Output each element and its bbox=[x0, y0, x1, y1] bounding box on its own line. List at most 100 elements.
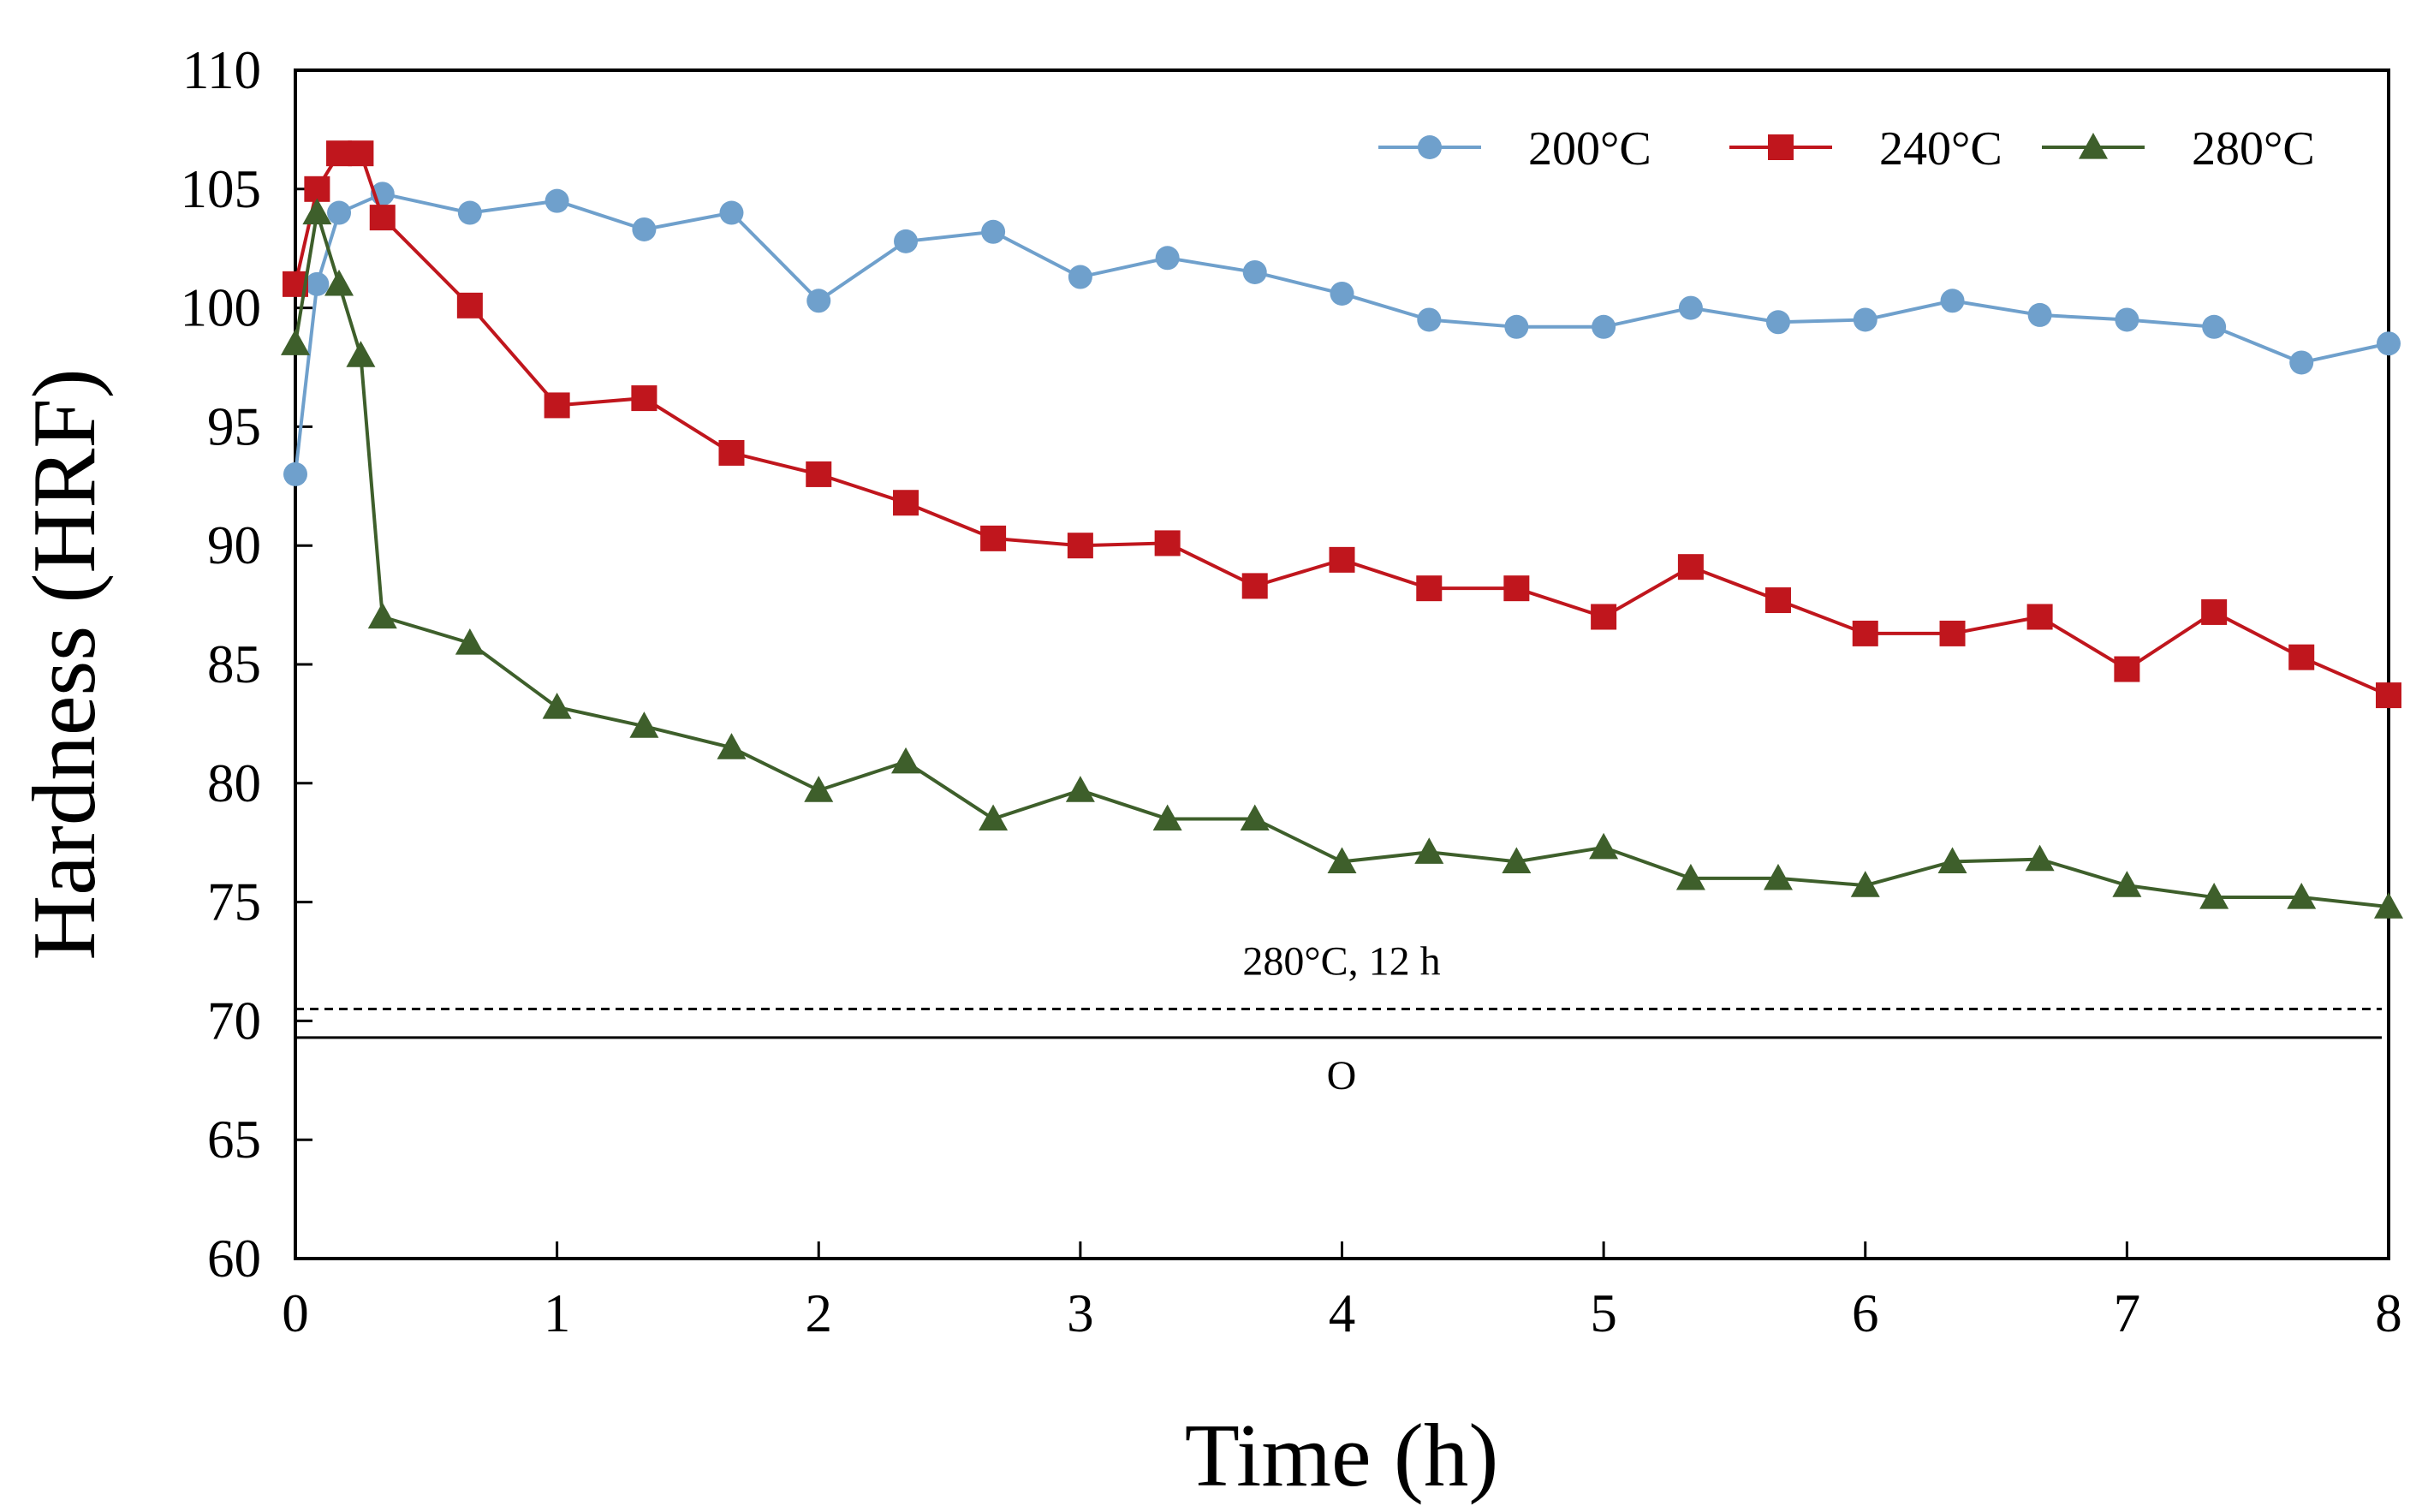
data-point bbox=[717, 733, 747, 759]
data-point bbox=[1416, 575, 1443, 602]
x-tick-label: 5 bbox=[1590, 1283, 1617, 1343]
data-point bbox=[283, 461, 307, 486]
data-point bbox=[1765, 310, 1790, 335]
series-line bbox=[294, 192, 2389, 475]
data-point bbox=[806, 289, 831, 313]
data-point bbox=[2199, 883, 2229, 909]
data-point bbox=[1940, 289, 1965, 313]
data-point bbox=[1852, 620, 1878, 646]
data-point bbox=[1065, 776, 1095, 802]
data-point bbox=[2026, 604, 2053, 630]
data-point bbox=[632, 217, 657, 241]
x-axis-ticks: 0 1 2 3 4 5 6 7 8 bbox=[282, 1241, 2402, 1343]
data-point bbox=[455, 628, 485, 655]
data-point bbox=[2376, 682, 2401, 709]
data-point bbox=[981, 219, 1006, 244]
data-point bbox=[894, 229, 919, 253]
data-point bbox=[1937, 847, 1967, 874]
data-point bbox=[631, 385, 658, 412]
data-point bbox=[1155, 246, 1180, 271]
data-point bbox=[2025, 844, 2055, 872]
series-200c bbox=[283, 182, 2401, 486]
y-tick-label: 65 bbox=[207, 1110, 261, 1170]
data-point bbox=[304, 176, 330, 202]
legend-label: 280°C bbox=[2192, 122, 2315, 176]
legend-marker bbox=[2079, 133, 2108, 159]
reference-line-label: 280°C, 12 h bbox=[1242, 939, 1440, 985]
data-point bbox=[2115, 307, 2139, 332]
x-tick-label: 4 bbox=[1329, 1283, 1356, 1343]
data-point bbox=[545, 188, 569, 213]
data-point bbox=[2201, 598, 2228, 625]
data-point bbox=[1504, 314, 1529, 339]
y-tick-label: 70 bbox=[207, 991, 261, 1051]
data-point bbox=[1330, 281, 1354, 306]
series-280c bbox=[281, 198, 2403, 919]
series-line bbox=[294, 152, 2389, 697]
data-point bbox=[2114, 656, 2140, 682]
x-tick-label: 7 bbox=[2114, 1283, 2141, 1343]
data-point bbox=[2027, 302, 2052, 327]
data-point bbox=[1853, 307, 1877, 332]
data-point bbox=[891, 747, 921, 774]
data-point bbox=[1242, 259, 1267, 284]
data-point bbox=[719, 200, 744, 225]
data-point bbox=[806, 461, 832, 487]
data-point bbox=[1417, 307, 1442, 332]
y-axis-ticks: 60 65 70 75 80 85 90 95 100 105 110 bbox=[181, 40, 312, 1289]
legend: 200°C 240°C 280°C bbox=[1378, 122, 2315, 176]
data-point bbox=[1067, 533, 1093, 559]
y-tick-label: 60 bbox=[207, 1229, 261, 1289]
data-point bbox=[2202, 314, 2227, 339]
data-point bbox=[1589, 832, 1619, 860]
x-tick-label: 3 bbox=[1067, 1283, 1094, 1343]
data-point bbox=[1592, 314, 1616, 339]
reference-lines: 280°C, 12 h O bbox=[295, 939, 2382, 1098]
data-point bbox=[1591, 604, 1617, 630]
legend-marker bbox=[1768, 134, 1794, 160]
data-point bbox=[1763, 863, 1793, 890]
y-axis-title: Hardness (HRF) bbox=[14, 368, 114, 960]
data-point bbox=[281, 329, 310, 355]
y-tick-label: 110 bbox=[182, 40, 261, 100]
data-point bbox=[2288, 644, 2315, 670]
data-point bbox=[305, 271, 330, 296]
legend-label: 240°C bbox=[1879, 122, 2002, 176]
series-line bbox=[294, 211, 2389, 909]
y-tick-label: 95 bbox=[207, 396, 261, 456]
data-point bbox=[302, 198, 332, 225]
data-point bbox=[324, 269, 354, 296]
data-point bbox=[367, 602, 397, 629]
data-point bbox=[1414, 837, 1444, 864]
data-point bbox=[1939, 620, 1966, 646]
y-tick-label: 100 bbox=[181, 278, 262, 338]
x-tick-label: 8 bbox=[2375, 1283, 2402, 1343]
y-tick-label: 75 bbox=[207, 872, 261, 932]
data-point bbox=[2377, 331, 2401, 356]
data-point bbox=[1502, 847, 1532, 874]
data-point bbox=[456, 292, 483, 318]
data-point bbox=[1675, 863, 1705, 890]
data-point bbox=[369, 205, 396, 231]
data-point bbox=[457, 200, 482, 225]
data-point bbox=[346, 341, 376, 367]
data-point bbox=[2112, 871, 2142, 897]
data-point bbox=[1068, 265, 1092, 289]
data-point bbox=[2289, 350, 2314, 375]
y-tick-label: 90 bbox=[207, 515, 261, 575]
data-point bbox=[544, 392, 570, 419]
data-point bbox=[1154, 530, 1181, 557]
series-group bbox=[281, 140, 2403, 919]
data-point bbox=[1329, 546, 1355, 573]
data-point bbox=[893, 490, 919, 516]
data-point bbox=[1152, 804, 1182, 831]
x-axis-title: Time (h) bbox=[1185, 1405, 1499, 1505]
data-point bbox=[2374, 892, 2403, 919]
data-point bbox=[1677, 554, 1704, 580]
y-tick-label: 80 bbox=[207, 753, 261, 813]
data-point bbox=[629, 711, 659, 738]
data-point bbox=[327, 200, 352, 225]
series-240c bbox=[283, 140, 2401, 709]
legend-label: 200°C bbox=[1528, 122, 1651, 176]
